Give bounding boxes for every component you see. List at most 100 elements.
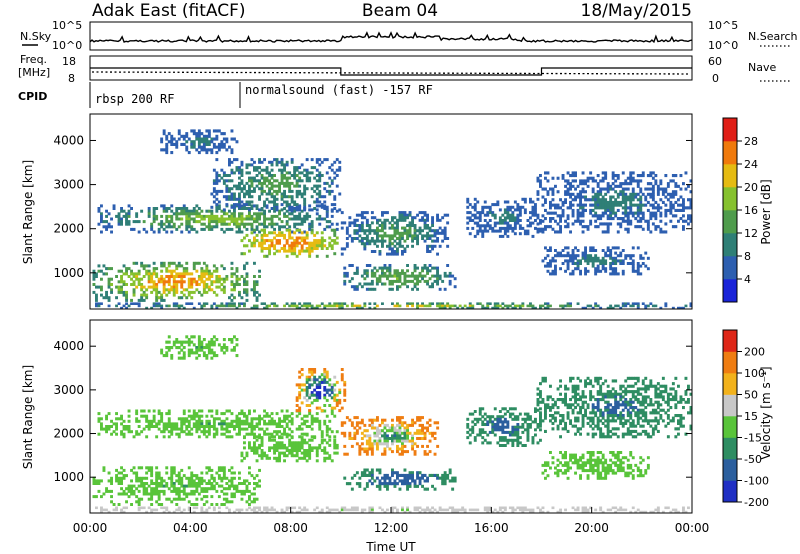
colorbar-swatch bbox=[723, 141, 737, 165]
echo-region-right-diagonal bbox=[536, 376, 693, 439]
colorbar-tick-label: 4 bbox=[744, 273, 751, 286]
velocity-panel: 1000 2000 3000 4000 00:00 04:00 08:00 12:00 16:… bbox=[21, 319, 710, 554]
colorbar-swatch bbox=[723, 330, 737, 352]
y-tick-label: 4000 bbox=[53, 133, 84, 147]
freq-label: Freq. bbox=[20, 53, 47, 66]
x-tick-label: 20:00 bbox=[574, 521, 609, 535]
colorbar-swatch bbox=[723, 256, 737, 280]
velocity-y-axis: 1000 2000 3000 4000 bbox=[53, 339, 692, 484]
colorbar-tick-label: -15 bbox=[744, 432, 762, 445]
nsearch-tick-low: 10^0 bbox=[708, 39, 738, 52]
echo-region-mid-1900 bbox=[340, 416, 440, 456]
colorbar-tick-label: 8 bbox=[744, 250, 751, 263]
colorbar-tick-label: 50 bbox=[744, 389, 758, 402]
freq-line bbox=[90, 67, 692, 76]
velocity-echoes bbox=[92, 335, 693, 514]
nave-label: Nave bbox=[748, 61, 776, 74]
echo-region-ground-clutter bbox=[95, 506, 690, 514]
echo-region-right-2300 bbox=[466, 197, 542, 238]
nave-tick-high: 60 bbox=[708, 55, 722, 68]
colorbar-swatch bbox=[723, 210, 737, 234]
nave-tick-low: 0 bbox=[712, 72, 719, 85]
cpid-row: CPID rbsp 200 RF normalsound (fast) -157… bbox=[18, 82, 433, 108]
echo-region-right-diagonal bbox=[536, 171, 693, 234]
colorbar-swatch bbox=[723, 351, 737, 374]
nsky-trace bbox=[89, 31, 693, 44]
echo-region-right-1400 bbox=[541, 451, 650, 480]
colorbar-swatch bbox=[723, 233, 737, 257]
power-y-axis: 1000 2000 3000 4000 bbox=[53, 133, 692, 280]
colorbar-swatch bbox=[723, 459, 737, 481]
echo-region-right-2000 bbox=[466, 407, 542, 447]
echo-region-right-1400 bbox=[541, 246, 650, 276]
freq-tick-high: 18 bbox=[62, 55, 76, 68]
echo-region-band-900-left bbox=[92, 466, 261, 506]
y-tick-label: 3000 bbox=[53, 178, 84, 192]
y-tick-label: 1000 bbox=[53, 470, 84, 484]
y-tick-label: 2000 bbox=[53, 222, 84, 236]
colorbar-tick-label: 200 bbox=[744, 346, 765, 359]
nsearch-tick-high: 10^5 bbox=[708, 19, 738, 32]
x-tick-label: 12:00 bbox=[374, 521, 409, 535]
colorbar-swatch bbox=[723, 394, 737, 417]
nsky-tick-low: 10^0 bbox=[52, 39, 82, 52]
velocity-colorbar: 200 100 50 15 -15 -50 -100 -200 bbox=[722, 329, 769, 509]
colorbar-tick-label: 28 bbox=[744, 135, 758, 148]
colorbar-swatch bbox=[723, 187, 737, 211]
x-tick-label: 00:00 bbox=[675, 521, 710, 535]
echo-region-band-1600-center bbox=[240, 228, 339, 258]
x-tick-label: 04:00 bbox=[173, 521, 208, 535]
nave-line bbox=[91, 71, 691, 75]
echo-region-band-1600-center bbox=[240, 433, 339, 463]
freq-panel: Freq. [MHz] 18 8 60 0 Nave bbox=[18, 53, 790, 85]
colorbar-tick-label: 20 bbox=[744, 181, 758, 194]
colorbar-tick-label: 16 bbox=[744, 204, 758, 217]
freq-unit: [MHz] bbox=[18, 66, 50, 79]
colorbar-tick-label: 12 bbox=[744, 227, 758, 240]
power-colorbar: 4 8 12 16 20 24 28 bbox=[722, 117, 758, 303]
echo-region-scatter-far bbox=[160, 335, 239, 360]
echo-region-band-2300-left bbox=[97, 204, 339, 234]
colorbar-tick-label: 24 bbox=[744, 158, 758, 171]
x-tick-label: 00:00 bbox=[73, 521, 108, 535]
power-panel: 1000 2000 3000 4000 Slant Range [km] bbox=[21, 113, 693, 310]
colorbar-tick-label: 100 bbox=[744, 367, 765, 380]
colorbar-swatch bbox=[723, 164, 737, 188]
colorbar-swatch bbox=[723, 416, 737, 438]
echo-region-low-1000 bbox=[343, 264, 457, 291]
colorbar-swatch bbox=[723, 118, 737, 142]
cpid-segment-2: normalsound (fast) -157 RF bbox=[245, 83, 433, 97]
y-tick-label: 2000 bbox=[53, 427, 84, 441]
colorbar-swatch bbox=[723, 373, 737, 395]
station-title: Adak East (fitACF) bbox=[92, 1, 246, 21]
nsearch-label: N.Search bbox=[748, 30, 798, 43]
y-tick-label: 3000 bbox=[53, 383, 84, 397]
velocity-ylabel: Slant Range [km] bbox=[21, 365, 35, 469]
echo-region-scatter-far bbox=[160, 129, 239, 155]
colorbar-tick-label: -200 bbox=[744, 496, 769, 509]
x-tick-label: 08:00 bbox=[273, 521, 308, 535]
echo-region-low-1000 bbox=[343, 468, 457, 491]
power-colorbar-label: Power [dB] bbox=[759, 179, 773, 244]
cpid-label: CPID bbox=[18, 90, 47, 103]
echo-region-band-900-left bbox=[92, 261, 261, 302]
time-x-axis: 00:00 04:00 08:00 12:00 16:00 20:00 00:00 bbox=[73, 507, 710, 535]
y-tick-label: 1000 bbox=[53, 266, 84, 280]
colorbar-swatch bbox=[723, 480, 737, 503]
echo-region-upper-3000 bbox=[210, 158, 342, 212]
velocity-colorbar-label: Velocity [m s⁻¹] bbox=[759, 366, 773, 459]
nsky-label: N.Sky bbox=[20, 30, 52, 43]
echo-region-mid-1700 bbox=[340, 211, 450, 256]
x-axis-title: Time UT bbox=[365, 540, 416, 554]
echo-region-upper-3000 bbox=[295, 368, 347, 413]
nsky-panel: N.Sky 10^5 10^0 10^5 10^0 N.Search bbox=[20, 19, 798, 52]
colorbar-tick-label: -50 bbox=[744, 453, 762, 466]
colorbar-swatch bbox=[723, 279, 737, 303]
power-echoes bbox=[92, 129, 693, 310]
colorbar-swatch bbox=[723, 437, 737, 460]
power-ylabel: Slant Range [km] bbox=[21, 160, 35, 264]
freq-tick-low: 8 bbox=[68, 72, 75, 85]
nsky-tick-high: 10^5 bbox=[52, 19, 82, 32]
nsky-series bbox=[89, 31, 693, 44]
